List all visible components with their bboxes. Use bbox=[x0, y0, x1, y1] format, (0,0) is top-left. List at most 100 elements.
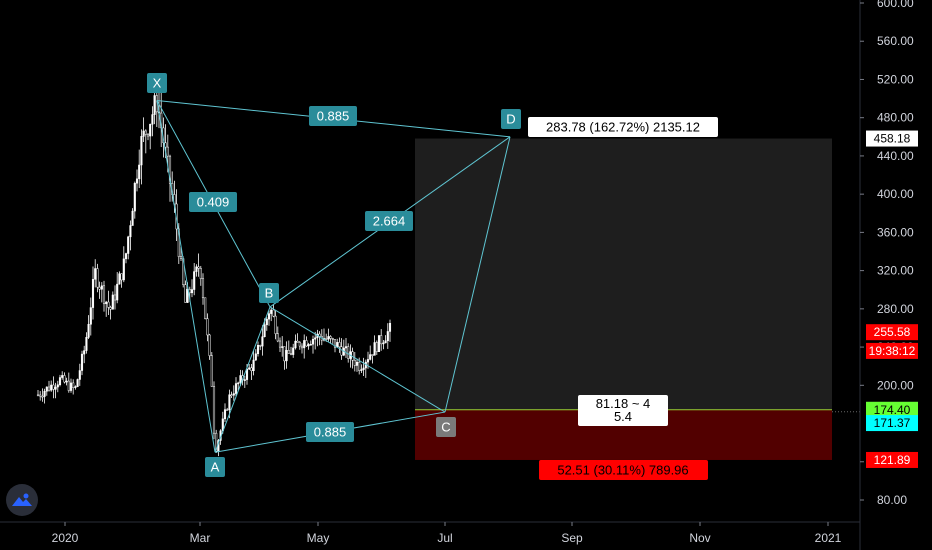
time-axis[interactable]: 2020 Mar May Jul Sep Nov 2021 bbox=[52, 522, 842, 545]
candle-body bbox=[300, 345, 304, 349]
candle-body bbox=[135, 178, 139, 184]
point-label-box[interactable] bbox=[436, 417, 456, 437]
candle-body bbox=[232, 393, 235, 396]
ratio-label-box[interactable] bbox=[189, 192, 237, 212]
candle-body bbox=[281, 346, 284, 348]
candle-body bbox=[327, 336, 330, 340]
candle-body bbox=[259, 345, 262, 347]
candle-body bbox=[344, 346, 348, 349]
candle-body bbox=[131, 210, 134, 226]
candle-body bbox=[63, 375, 66, 383]
y-tick-label: 80.00 bbox=[877, 493, 907, 507]
point-label-b: B bbox=[265, 286, 274, 301]
price-tag-text-countdown: 19:38:12 bbox=[869, 344, 916, 358]
candle-body bbox=[272, 309, 275, 317]
candle-body bbox=[208, 334, 211, 356]
point-label-box[interactable] bbox=[147, 73, 167, 93]
candle-body bbox=[358, 361, 361, 371]
candle-body bbox=[168, 155, 172, 184]
candle-body bbox=[311, 338, 315, 345]
candle-body bbox=[377, 335, 381, 352]
ratio-label: 0.409 bbox=[197, 195, 230, 210]
candle-body bbox=[388, 322, 392, 332]
candle-body bbox=[94, 268, 97, 280]
candle-body bbox=[109, 307, 112, 310]
candle-body bbox=[61, 375, 64, 378]
candle-body bbox=[373, 342, 376, 356]
position-center-line1: 81.18 ~ 4 bbox=[596, 396, 651, 411]
candle-body bbox=[206, 318, 209, 336]
ratio-label-box[interactable] bbox=[365, 211, 413, 231]
candle-body bbox=[360, 369, 363, 371]
point-label-box[interactable] bbox=[205, 457, 225, 477]
pattern-line-ab[interactable] bbox=[214, 306, 271, 453]
candle-body bbox=[237, 382, 240, 385]
candle-body bbox=[58, 377, 62, 385]
target-info-box bbox=[528, 117, 718, 137]
harmonic-pattern[interactable]: 0.885 0.409 2.664 0.885 X A B C D bbox=[147, 73, 521, 477]
y-tick-label: 520.00 bbox=[877, 72, 914, 86]
position-center-line2: 5.4 bbox=[614, 409, 632, 424]
ratio-label-box[interactable] bbox=[309, 106, 357, 126]
candle-body bbox=[215, 432, 218, 452]
pattern-line-xa[interactable] bbox=[156, 100, 216, 453]
candle-body bbox=[303, 340, 306, 349]
candle-body bbox=[314, 337, 317, 340]
y-tick-label: 560.00 bbox=[877, 34, 914, 48]
candle-body bbox=[380, 335, 383, 345]
ratio-label: 2.664 bbox=[373, 214, 406, 229]
candle-body bbox=[285, 350, 288, 362]
candle-body bbox=[144, 130, 147, 135]
candle-body bbox=[166, 146, 169, 157]
candle-body bbox=[204, 297, 207, 319]
candle-body bbox=[197, 266, 200, 269]
candle-body bbox=[133, 182, 136, 212]
candle-body bbox=[256, 345, 260, 354]
tradingview-logo-icon[interactable] bbox=[6, 484, 38, 516]
candle-body bbox=[362, 367, 365, 370]
point-label-box[interactable] bbox=[259, 283, 279, 303]
candle-body bbox=[67, 380, 70, 391]
ratio-label: 0.885 bbox=[317, 109, 350, 124]
position-zones bbox=[415, 138, 860, 460]
price-tag-text-c: 171.37 bbox=[874, 416, 911, 430]
point-label-x: X bbox=[153, 76, 162, 91]
candle-body bbox=[36, 394, 40, 397]
candle-body bbox=[85, 337, 88, 351]
candle-body bbox=[80, 353, 84, 371]
x-tick-label: 2021 bbox=[815, 531, 842, 545]
candle-body bbox=[87, 324, 90, 338]
candle-body bbox=[43, 391, 46, 397]
candle-body bbox=[254, 353, 257, 361]
pattern-line-cd[interactable] bbox=[444, 136, 511, 413]
y-tick-label: 400.00 bbox=[877, 187, 914, 201]
y-tick-label: 320.00 bbox=[877, 264, 914, 278]
point-label-c: C bbox=[441, 420, 450, 435]
point-label-box[interactable] bbox=[501, 109, 521, 129]
price-tag-entry bbox=[866, 401, 918, 418]
candle-body bbox=[375, 342, 378, 352]
profit-zone[interactable] bbox=[415, 138, 832, 410]
y-tick-label: 280.00 bbox=[877, 302, 914, 316]
position-info: 283.78 (162.72%) 2135.12 81.18 ~ 45.4 52.5… bbox=[528, 117, 718, 480]
candle-body bbox=[122, 258, 125, 281]
candle-body bbox=[76, 379, 79, 387]
candle-body bbox=[188, 288, 191, 294]
candle-body bbox=[195, 266, 198, 272]
candle-body bbox=[56, 384, 59, 388]
ratio-label-box[interactable] bbox=[306, 422, 354, 442]
point-label-d: D bbox=[506, 112, 515, 127]
candle-body bbox=[74, 386, 77, 388]
pattern-line-bc[interactable] bbox=[269, 306, 446, 413]
price-tag-text-entry: 174.40 bbox=[874, 403, 911, 417]
candle-body bbox=[50, 384, 53, 391]
candle-body bbox=[65, 380, 68, 383]
candle-body bbox=[366, 359, 370, 363]
candle-body bbox=[100, 285, 103, 290]
candle-body bbox=[261, 336, 264, 347]
candle-body bbox=[369, 354, 372, 360]
y-tick-label: 480.00 bbox=[877, 111, 914, 125]
candle-body bbox=[263, 324, 266, 338]
candle-body bbox=[223, 409, 227, 420]
